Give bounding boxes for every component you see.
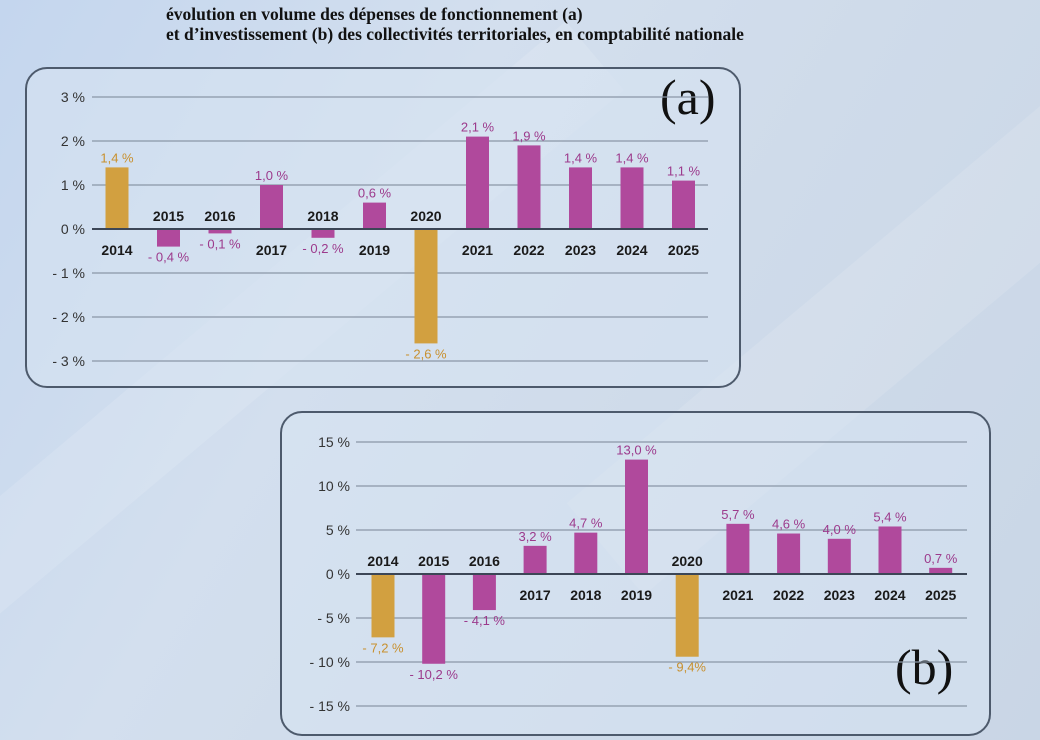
x-tick-label: 2023 (565, 242, 596, 258)
value-label: - 0,2 % (302, 241, 344, 256)
x-tick-label: 2014 (367, 553, 398, 569)
x-tick-label: 2017 (256, 242, 287, 258)
value-label: 1,4 % (564, 150, 598, 165)
x-tick-label: 2016 (204, 208, 235, 224)
value-label: 0,7 % (924, 551, 958, 566)
bar-2017 (523, 545, 547, 574)
bar-2024 (878, 526, 902, 574)
value-label: 0,6 % (358, 186, 392, 201)
bar-2025 (929, 567, 953, 574)
value-label: - 2,6 % (405, 346, 447, 361)
bar-2020 (414, 229, 438, 344)
x-tick-label: 2023 (824, 587, 855, 603)
y-tick-label: - 3 % (52, 353, 85, 369)
y-tick-label: 2 % (61, 133, 85, 149)
x-tick-label: 2018 (570, 587, 601, 603)
value-label: 4,6 % (772, 517, 806, 532)
bar-2018 (311, 229, 335, 238)
title-line-1: évolution en volume des dépenses de fonc… (166, 4, 583, 24)
value-label: 2,1 % (461, 120, 495, 135)
value-label: - 0,4 % (148, 250, 190, 265)
value-label: 1,4 % (100, 150, 134, 165)
y-tick-label: 1 % (61, 177, 85, 193)
bar-2023 (827, 538, 851, 574)
x-tick-label: 2015 (153, 208, 184, 224)
y-tick-label: - 2 % (52, 309, 85, 325)
y-tick-label: 3 % (61, 89, 85, 105)
y-tick-label: - 15 % (310, 698, 350, 714)
bar-2021 (466, 136, 489, 229)
bar-2017 (260, 185, 283, 229)
title-line-2: et d’investissement (b) des collectivité… (166, 24, 744, 44)
x-tick-label: 2025 (668, 242, 699, 258)
x-tick-label: 2019 (621, 587, 652, 603)
bar-2019 (625, 459, 648, 574)
value-label: 1,0 % (255, 168, 289, 183)
x-tick-label: 2018 (307, 208, 338, 224)
bar-2020 (675, 574, 699, 657)
bar-2014 (105, 167, 129, 229)
x-tick-label: 2015 (418, 553, 449, 569)
value-label: 13,0 % (616, 443, 657, 458)
bar-2025 (672, 180, 695, 229)
bar-2014 (371, 574, 395, 638)
value-label: - 0,1 % (199, 236, 241, 251)
x-tick-label: 2020 (410, 208, 441, 224)
x-tick-label: 2024 (874, 587, 905, 603)
y-tick-label: 10 % (318, 478, 350, 494)
bar-2015 (422, 574, 446, 664)
value-label: - 4,1 % (464, 613, 506, 628)
bar-2019 (363, 202, 386, 229)
value-label: - 9,4% (668, 660, 706, 675)
bar-2015 (157, 229, 180, 247)
value-label: 5,4 % (873, 509, 907, 524)
x-tick-label: 2017 (520, 587, 551, 603)
value-label: 4,7 % (569, 516, 603, 531)
y-tick-label: 15 % (318, 434, 350, 450)
x-tick-label: 2021 (722, 587, 753, 603)
bar-2018 (574, 532, 598, 574)
x-tick-label: 2021 (462, 242, 493, 258)
panel-label-b: (b) (895, 639, 954, 695)
y-tick-label: 0 % (61, 221, 85, 237)
y-tick-label: - 5 % (317, 610, 350, 626)
value-label: 5,7 % (721, 507, 755, 522)
x-tick-label: 2022 (513, 242, 544, 258)
bar-2016 (208, 229, 232, 234)
x-tick-label: 2020 (672, 553, 703, 569)
value-label: 1,4 % (615, 150, 649, 165)
value-label: 4,0 % (823, 522, 857, 537)
x-tick-label: 2014 (101, 242, 132, 258)
bar-2024 (620, 167, 644, 229)
bar-2022 (517, 145, 541, 229)
bar-2022 (777, 533, 801, 574)
x-tick-label: 2022 (773, 587, 804, 603)
y-tick-label: - 10 % (310, 654, 350, 670)
bar-2023 (569, 167, 592, 229)
chart-title: évolution en volume des dépenses de fonc… (166, 4, 744, 44)
bar-2016 (472, 574, 496, 611)
x-tick-label: 2019 (359, 242, 390, 258)
value-label: - 7,2 % (362, 640, 404, 655)
bar-2021 (726, 523, 750, 574)
value-label: 3,2 % (518, 529, 552, 544)
x-tick-label: 2025 (925, 587, 956, 603)
y-tick-label: - 1 % (52, 265, 85, 281)
y-tick-label: 5 % (326, 522, 350, 538)
value-label: 1,1 % (667, 164, 701, 179)
y-tick-label: 0 % (326, 566, 350, 582)
x-tick-label: 2016 (469, 553, 500, 569)
x-tick-label: 2024 (616, 242, 647, 258)
value-label: 1,9 % (512, 128, 546, 143)
value-label: - 10,2 % (409, 667, 458, 682)
